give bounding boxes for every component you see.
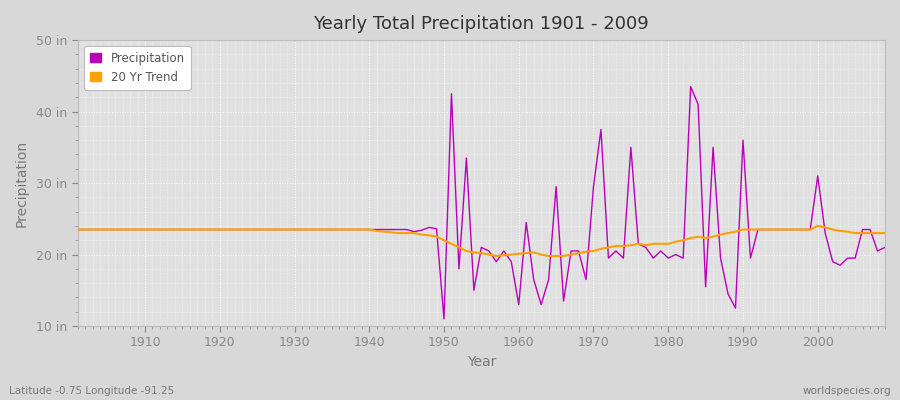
Legend: Precipitation, 20 Yr Trend: Precipitation, 20 Yr Trend [84,46,191,90]
X-axis label: Year: Year [467,355,496,369]
Text: worldspecies.org: worldspecies.org [803,386,891,396]
Text: Latitude -0.75 Longitude -91.25: Latitude -0.75 Longitude -91.25 [9,386,175,396]
Y-axis label: Precipitation: Precipitation [15,140,29,227]
Title: Yearly Total Precipitation 1901 - 2009: Yearly Total Precipitation 1901 - 2009 [313,15,649,33]
